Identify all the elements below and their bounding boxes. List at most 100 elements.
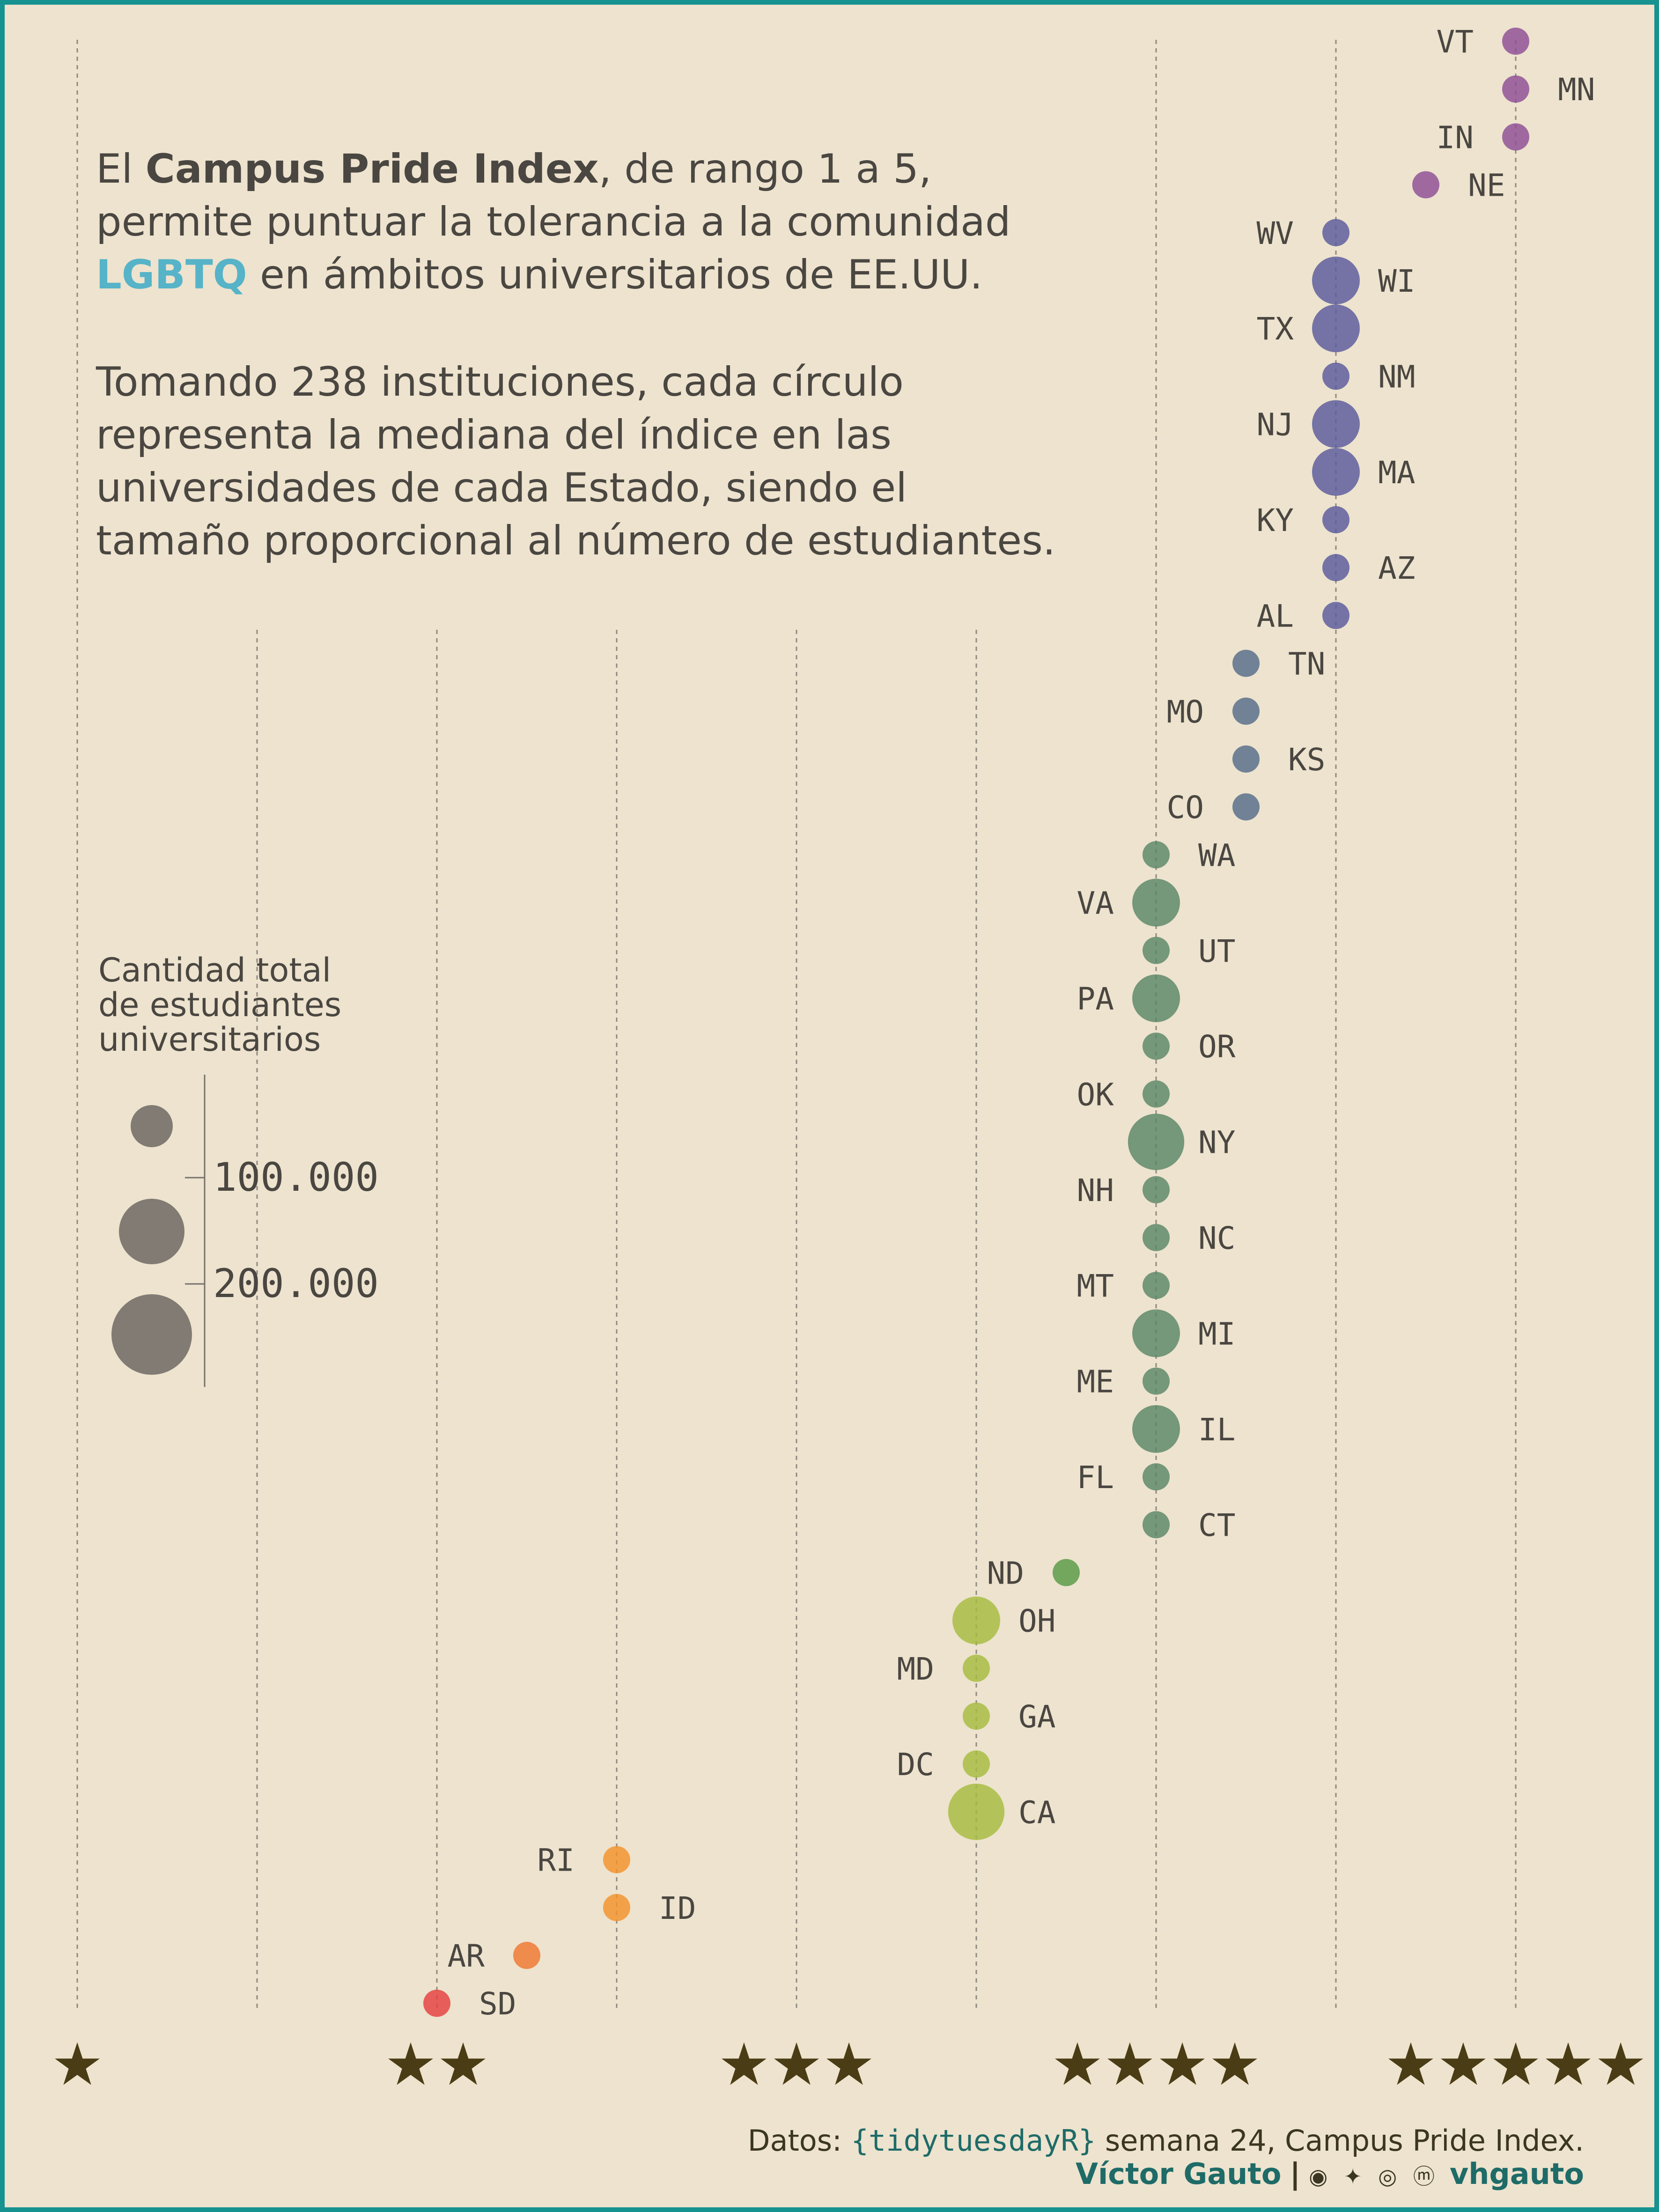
x-tick-label: ★★★ xyxy=(718,2031,875,2099)
state-label: MT xyxy=(1077,1268,1114,1304)
state-point-ut xyxy=(1143,936,1170,964)
state-point-nh xyxy=(1143,1176,1170,1203)
state-points xyxy=(423,28,1529,2017)
state-point-ne xyxy=(1412,171,1439,199)
state-label: TX xyxy=(1257,311,1294,347)
state-point-ar xyxy=(513,1942,540,1969)
state-label: MN xyxy=(1558,72,1595,108)
legend-title-line: de estudiantes xyxy=(98,986,342,1024)
data-source: Datos: {tidytuesdayR} semana 24, Campus … xyxy=(748,2124,1584,2158)
state-label: RI xyxy=(538,1843,575,1879)
state-label: GA xyxy=(1018,1699,1055,1735)
source-prefix: Datos: xyxy=(747,2124,851,2158)
state-point-fl xyxy=(1143,1463,1170,1490)
social-icons: ◉ ✦ ◎ ⓜ xyxy=(1309,2164,1439,2189)
state-point-va xyxy=(1132,878,1180,927)
state-label: OR xyxy=(1198,1029,1236,1065)
intro-mid: , de rango 1 a 5, permite puntuar la tol… xyxy=(96,146,1011,245)
state-point-mo xyxy=(1232,697,1260,725)
state-label: ID xyxy=(659,1890,696,1926)
source-package: {tidytuesdayR} xyxy=(851,2124,1096,2158)
state-label: OK xyxy=(1077,1077,1114,1113)
state-label: FL xyxy=(1077,1460,1114,1496)
state-label: MO xyxy=(1167,694,1204,730)
state-point-nj xyxy=(1312,400,1360,448)
state-point-sd xyxy=(423,1990,450,2017)
x-tick-label: ★★★★★ xyxy=(1385,2031,1647,2099)
state-label: CA xyxy=(1018,1794,1055,1830)
state-label: NY xyxy=(1198,1125,1235,1161)
state-point-nm xyxy=(1322,362,1349,390)
author-name: Víctor Gauto xyxy=(1076,2157,1282,2191)
state-label: WV xyxy=(1257,215,1294,251)
state-label: TN xyxy=(1288,646,1325,682)
legend-tick-label: 100.000 xyxy=(213,1154,379,1200)
state-point-ct xyxy=(1143,1511,1170,1539)
credit-separator: | xyxy=(1290,2157,1301,2191)
state-label: WI xyxy=(1378,263,1415,299)
x-tick-label: ★★ xyxy=(384,2031,489,2099)
state-point-wa xyxy=(1143,841,1170,869)
state-point-il xyxy=(1132,1405,1180,1453)
state-point-mt xyxy=(1143,1272,1170,1299)
legend-title-line: universitarios xyxy=(98,1020,321,1059)
state-point-nd xyxy=(1053,1559,1080,1586)
state-point-nc xyxy=(1143,1224,1170,1251)
state-point-tn xyxy=(1232,649,1260,677)
state-point-pa xyxy=(1132,974,1180,1022)
state-point-wi xyxy=(1312,257,1360,304)
gridlines xyxy=(76,40,1517,2009)
x-axis-star-ticks: ★ ★★ ★★★ ★★★★ ★★★★★ xyxy=(51,2031,1647,2099)
state-label: IL xyxy=(1198,1412,1235,1448)
state-point-or xyxy=(1143,1032,1170,1060)
state-label: VA xyxy=(1077,885,1114,922)
state-point-mn xyxy=(1502,75,1529,103)
state-label: MI xyxy=(1198,1316,1235,1352)
legend-size-circle xyxy=(131,1105,173,1147)
state-label: MD xyxy=(897,1651,934,1687)
state-label: NH xyxy=(1077,1172,1114,1209)
state-point-al xyxy=(1322,602,1349,629)
state-point-ok xyxy=(1143,1080,1170,1108)
state-label: DC xyxy=(897,1747,934,1783)
legend-title-line: Cantidad total xyxy=(98,951,332,989)
intro-paragraph-1: El Campus Pride Index, de rango 1 a 5, p… xyxy=(96,143,1056,302)
state-label: MA xyxy=(1378,455,1415,491)
state-label: CO xyxy=(1167,789,1204,826)
state-point-ks xyxy=(1232,745,1260,773)
lgbtq-highlight: LGBTQ xyxy=(96,251,247,298)
state-point-dc xyxy=(963,1750,990,1778)
state-point-ca xyxy=(948,1784,1005,1840)
state-point-az xyxy=(1322,554,1349,582)
state-point-ga xyxy=(963,1703,990,1730)
author-credit: Víctor Gauto | ◉ ✦ ◎ ⓜ vhgauto xyxy=(1076,2157,1584,2191)
state-point-ri xyxy=(603,1846,630,1873)
legend-tick-label: 200.000 xyxy=(213,1261,379,1306)
state-label: NC xyxy=(1198,1220,1235,1256)
state-point-ny xyxy=(1128,1113,1185,1170)
state-point-tx xyxy=(1312,304,1360,353)
state-label: KY xyxy=(1257,502,1294,538)
state-point-oh xyxy=(952,1596,1000,1644)
state-label: CT xyxy=(1198,1507,1235,1543)
intro-suffix: en ámbitos universitarios de EE.UU. xyxy=(247,251,983,298)
source-suffix: semana 24, Campus Pride Index. xyxy=(1096,2124,1584,2158)
index-name: Campus Pride Index xyxy=(145,146,599,192)
state-label: WA xyxy=(1198,837,1235,873)
legend-title: Cantidad total de estudiantes universita… xyxy=(98,953,341,1057)
state-label: AL xyxy=(1257,598,1294,634)
state-label: KS xyxy=(1288,742,1325,778)
size-legend: 100.000 200.000 xyxy=(111,1075,379,1387)
state-label: IN xyxy=(1437,119,1474,155)
state-label: SD xyxy=(479,1986,516,2022)
state-label: ND xyxy=(987,1555,1024,1591)
state-label: VT xyxy=(1437,24,1474,60)
state-label: NE xyxy=(1468,168,1505,204)
state-label: UT xyxy=(1198,933,1235,969)
state-label: OH xyxy=(1018,1603,1055,1639)
state-label: ME xyxy=(1077,1364,1114,1400)
state-point-vt xyxy=(1502,28,1529,55)
state-label: PA xyxy=(1077,981,1114,1017)
x-tick-label: ★★★★ xyxy=(1051,2031,1261,2099)
